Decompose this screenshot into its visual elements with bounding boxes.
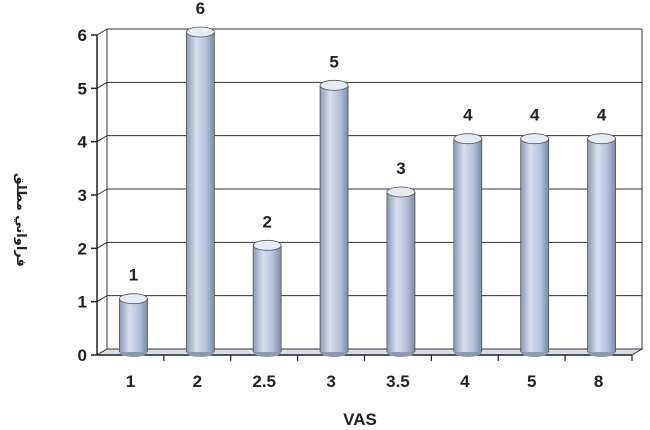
x-axis-label: VAS xyxy=(343,410,377,429)
bar-body-front xyxy=(320,85,349,352)
bar xyxy=(587,133,616,357)
bar-top xyxy=(185,26,215,38)
x-tick-label: 3.5 xyxy=(386,372,410,391)
bar-top xyxy=(587,133,616,145)
bar-body-front xyxy=(386,192,415,352)
bar-body-front xyxy=(119,298,148,352)
data-label: 4 xyxy=(597,106,607,125)
bar-top xyxy=(386,186,416,198)
bar-body-front xyxy=(186,32,215,352)
bar xyxy=(252,239,282,357)
y-tick-label: 3 xyxy=(78,186,87,205)
axes xyxy=(91,29,644,361)
gridlines xyxy=(96,28,643,356)
data-label: 3 xyxy=(396,159,405,178)
data-label: 4 xyxy=(463,106,473,125)
y-axis-label: فراواني مطلق xyxy=(13,173,28,267)
y-tick-label: 2 xyxy=(78,239,87,258)
bar-top xyxy=(319,79,349,91)
floor xyxy=(95,348,644,356)
bar-top xyxy=(520,133,550,145)
gridline-depth xyxy=(96,188,108,196)
data-label: 6 xyxy=(196,0,205,18)
bar xyxy=(520,133,550,357)
data-label: 5 xyxy=(329,52,338,71)
tick-labels: 0 1 2 3 4 5 6 1 2 2.5 3 3.5 4 5 8 xyxy=(78,26,604,391)
bar-top xyxy=(453,133,483,145)
data-label: 2 xyxy=(262,212,271,231)
bar-top xyxy=(119,293,148,305)
y-tick-label: 6 xyxy=(78,26,87,45)
bar-body-front xyxy=(587,138,616,352)
y-tick-label: 4 xyxy=(78,133,88,152)
y-tick-label: 1 xyxy=(78,293,87,312)
bar-body-front xyxy=(453,138,482,352)
x-tick-label: 5 xyxy=(527,372,536,391)
y-tick-label: 5 xyxy=(78,79,87,98)
data-labels: 1 6 2 5 3 4 4 4 xyxy=(129,0,607,285)
bar-top xyxy=(252,239,282,251)
bar xyxy=(119,293,148,357)
bar xyxy=(453,133,483,357)
data-label: 4 xyxy=(530,106,540,125)
x-tick-label: 3 xyxy=(326,372,335,391)
gridline-depth xyxy=(96,295,108,303)
x-tick-label: 2.5 xyxy=(252,372,276,391)
bars xyxy=(119,26,616,357)
gridline-depth xyxy=(96,28,108,36)
x-tick-label: 8 xyxy=(594,372,603,391)
x-tick-label: 4 xyxy=(460,372,470,391)
x-tick-label: 1 xyxy=(126,372,135,391)
bar xyxy=(319,79,349,357)
bar-body-front xyxy=(520,138,549,352)
gridline-depth xyxy=(96,241,108,249)
x-tick-label: 2 xyxy=(193,372,202,391)
data-label: 1 xyxy=(129,266,138,285)
y-tick-label: 0 xyxy=(78,346,87,365)
bar xyxy=(386,186,416,357)
gridline-depth xyxy=(96,135,108,143)
bar-body-front xyxy=(253,245,282,352)
bar xyxy=(185,26,215,357)
gridline-depth xyxy=(96,81,108,89)
